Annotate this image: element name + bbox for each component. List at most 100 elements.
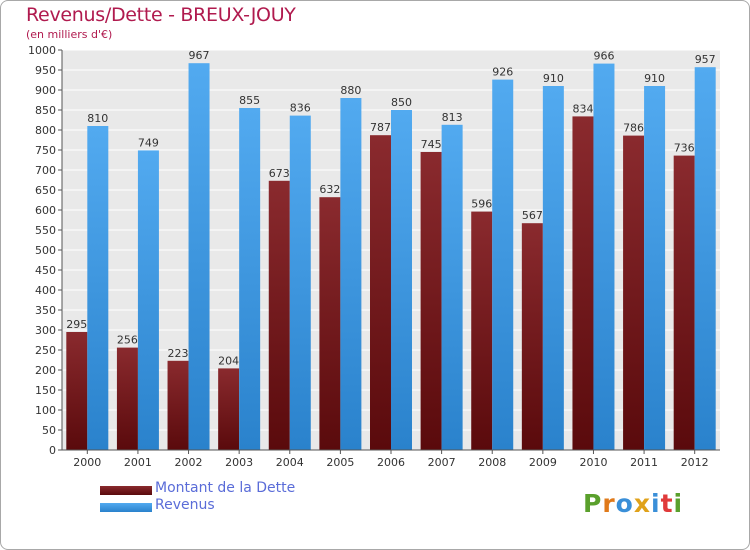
bar-dette: [66, 332, 88, 450]
y-tick-label: 700: [35, 164, 56, 177]
data-label-revenus: 810: [87, 112, 108, 125]
data-label-dette: 745: [421, 138, 442, 151]
y-tick-label: 250: [35, 344, 56, 357]
bar-revenus: [593, 63, 615, 450]
chart-title: Revenus/Dette - BREUX-JOUY: [26, 4, 296, 26]
data-label-revenus: 850: [391, 96, 412, 109]
bar-revenus: [87, 126, 109, 450]
x-tick-label: 2009: [529, 456, 557, 469]
legend-swatch-revenus: [100, 503, 152, 512]
bar-revenus: [644, 86, 666, 450]
data-label-dette: 736: [674, 142, 695, 155]
bar-dette: [319, 197, 341, 450]
y-tick-label: 950: [35, 64, 56, 77]
y-tick-label: 500: [35, 244, 56, 257]
data-label-dette: 596: [471, 198, 492, 211]
bar-revenus: [694, 67, 716, 450]
y-tick-label: 100: [35, 404, 56, 417]
y-tick-label: 200: [35, 364, 56, 377]
data-label-dette: 223: [168, 347, 189, 360]
y-tick-label: 450: [35, 264, 56, 277]
data-label-dette: 787: [370, 121, 391, 134]
x-tick-label: 2012: [681, 456, 709, 469]
logo-letter: i: [651, 489, 661, 518]
logo-letter: r: [602, 489, 616, 518]
x-tick-label: 2010: [579, 456, 607, 469]
bar-revenus: [542, 86, 564, 450]
legend-label-revenus: Revenus: [155, 497, 215, 513]
data-label-revenus: 910: [543, 72, 564, 85]
legend-swatch-dette: [100, 486, 152, 495]
bar-dette: [370, 135, 391, 450]
x-tick-label: 2003: [225, 456, 253, 469]
data-label-revenus: 926: [492, 66, 513, 79]
x-tick-label: 2001: [124, 456, 152, 469]
data-label-dette: 834: [572, 102, 593, 115]
y-tick-label: 150: [35, 384, 56, 397]
x-tick-label: 2008: [478, 456, 506, 469]
data-label-revenus: 813: [442, 111, 463, 124]
bar-revenus: [391, 110, 412, 450]
data-label-revenus: 966: [593, 50, 614, 63]
logo-letter: i: [673, 489, 684, 518]
data-label-dette: 567: [522, 209, 543, 222]
bar-revenus: [137, 150, 159, 450]
x-tick-label: 2007: [428, 456, 456, 469]
data-label-revenus: 967: [189, 49, 210, 62]
bar-dette: [471, 211, 493, 450]
data-label-revenus: 910: [644, 72, 665, 85]
bar-revenus: [289, 115, 311, 450]
data-label-dette: 673: [269, 167, 290, 180]
y-tick-label: 350: [35, 304, 56, 317]
x-tick-label: 2004: [276, 456, 304, 469]
logo-letter: t: [660, 489, 674, 518]
data-label-dette: 256: [117, 334, 138, 347]
x-tick-label: 2000: [73, 456, 101, 469]
y-tick-label: 600: [35, 204, 56, 217]
data-label-dette: 295: [66, 318, 87, 331]
y-tick-label: 750: [35, 144, 56, 157]
bar-dette: [420, 152, 442, 450]
data-label-revenus: 957: [695, 53, 716, 66]
bar-dette: [521, 223, 543, 450]
logo-letter: x: [633, 489, 651, 518]
logo-letter: P: [583, 489, 603, 518]
y-tick-label: 1000: [28, 44, 56, 57]
y-tick-label: 850: [35, 104, 56, 117]
x-tick-label: 2006: [377, 456, 405, 469]
y-tick-label: 0: [49, 444, 56, 457]
bar-dette: [218, 368, 240, 450]
data-label-dette: 204: [218, 354, 239, 367]
y-tick-label: 900: [35, 84, 56, 97]
y-tick-label: 50: [42, 424, 56, 437]
data-label-dette: 632: [319, 183, 340, 196]
chart-subtitle: (en milliers d'€): [26, 28, 113, 41]
data-label-revenus: 880: [340, 84, 361, 97]
bar-dette: [268, 180, 290, 451]
x-tick-label: 2002: [175, 456, 203, 469]
y-tick-label: 650: [35, 184, 56, 197]
x-tick-label: 2011: [630, 456, 658, 469]
bar-dette: [167, 360, 189, 450]
legend-label-dette: Montant de la Dette: [155, 480, 296, 496]
bar-dette: [623, 135, 645, 450]
bar-revenus: [441, 124, 463, 451]
y-tick-label: 550: [35, 224, 56, 237]
x-tick-label: 2005: [326, 456, 354, 469]
y-tick-label: 400: [35, 284, 56, 297]
logo-letter: o: [615, 489, 634, 518]
data-label-dette: 786: [623, 122, 644, 135]
y-tick-label: 800: [35, 124, 56, 137]
bar-dette: [572, 116, 594, 451]
data-label-revenus: 855: [239, 94, 260, 107]
bar-revenus: [239, 108, 261, 450]
data-label-revenus: 836: [290, 102, 311, 115]
bar-revenus: [340, 98, 362, 450]
bar-revenus: [188, 63, 210, 450]
data-label-revenus: 749: [138, 136, 159, 149]
y-tick-label: 300: [35, 324, 56, 337]
bar-dette: [116, 347, 138, 450]
bar-dette: [673, 155, 695, 450]
bar-revenus: [492, 79, 514, 450]
